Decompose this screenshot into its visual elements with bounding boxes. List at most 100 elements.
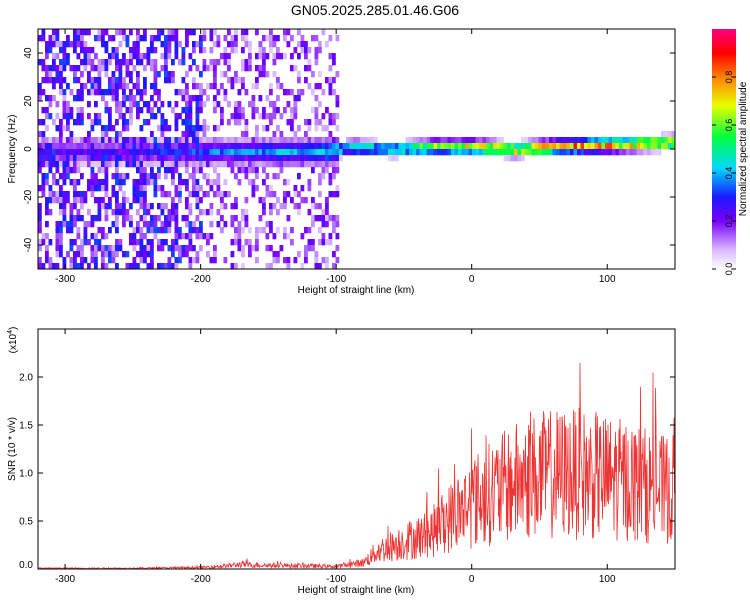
spectrogram-cell xyxy=(45,197,49,204)
spectrogram-cell xyxy=(48,101,53,108)
spectrogram-cell xyxy=(181,251,186,258)
spectrogram-cell xyxy=(234,149,238,156)
spectrogram-cell xyxy=(258,161,263,168)
spectrogram-cell xyxy=(405,149,410,156)
spectrogram-cell xyxy=(234,161,238,168)
spectrogram-cell xyxy=(587,137,592,144)
spectrogram-cell xyxy=(192,137,196,144)
spectrogram-cell xyxy=(87,263,91,269)
spectrogram-cell xyxy=(62,113,67,120)
spectrogram-cell xyxy=(136,59,140,66)
spectrogram-cell xyxy=(332,227,336,234)
spectrogram-cell xyxy=(111,95,116,102)
spectrogram-cell xyxy=(132,41,137,48)
spectrogram-cell xyxy=(283,29,287,36)
spectrogram-cell xyxy=(143,137,147,144)
spectrogram-cell xyxy=(405,137,410,144)
spectrogram-cell xyxy=(195,227,200,234)
spectrogram-cell xyxy=(633,143,637,150)
spectrogram-cell xyxy=(454,137,459,144)
spectrogram-cell xyxy=(272,107,277,114)
spectrogram-cell xyxy=(115,179,119,186)
spectrogram-cell xyxy=(153,227,158,234)
spectrogram-cell xyxy=(164,71,168,78)
spectrogram-cell xyxy=(325,77,329,84)
spectrogram-cell xyxy=(307,227,312,234)
spectrogram-cell xyxy=(83,191,88,198)
spectrogram-cell xyxy=(178,89,182,96)
spectrogram-cell xyxy=(255,173,259,180)
spectrogram-cell xyxy=(143,257,147,264)
spectrogram-cell xyxy=(83,59,88,66)
spectrogram-cell xyxy=(192,59,196,66)
spectrogram-cell xyxy=(164,215,168,222)
spectrogram-cell xyxy=(237,227,242,234)
spectrogram-cell xyxy=(479,143,483,150)
spectrogram-cell xyxy=(104,65,109,72)
spectrogram-cell xyxy=(83,47,88,54)
spectrogram-cell xyxy=(598,137,602,144)
spectrogram-cell xyxy=(286,179,291,186)
spectrogram-cell xyxy=(73,257,77,264)
spectrogram-cell xyxy=(97,89,102,96)
spectrogram-cell xyxy=(139,191,144,198)
spectrogram-cell xyxy=(73,149,77,156)
spectrogram-cell xyxy=(160,119,165,126)
spectrogram-cell xyxy=(104,179,109,186)
spectrogram-cell xyxy=(269,101,273,108)
spectrogram-cell xyxy=(48,35,53,42)
spectrogram-cell xyxy=(41,179,46,186)
spectrogram-cell xyxy=(76,29,81,36)
spectrogram-cell xyxy=(132,233,137,240)
spectrogram-cell xyxy=(94,155,98,162)
spectrogram-cell xyxy=(437,149,441,156)
spectrogram-cell xyxy=(146,203,151,210)
spectrogram-cell xyxy=(171,179,175,186)
spectrogram-cell xyxy=(307,161,312,168)
spectrogram-cell xyxy=(216,41,221,48)
spectrogram-cell xyxy=(167,53,172,60)
spectrogram-cell xyxy=(265,161,270,168)
spectrogram-cell xyxy=(580,149,585,156)
spectrogram-cell xyxy=(335,221,340,228)
spectrogram-cell xyxy=(171,29,175,36)
spectrogram-cell xyxy=(143,53,147,60)
spectrogram-cell xyxy=(181,137,186,144)
spectrogram-cell xyxy=(206,95,210,102)
spectrogram-cell xyxy=(283,143,287,150)
spectrogram-cell xyxy=(220,137,224,144)
spectrogram-cell xyxy=(55,245,60,252)
spectrogram-cell xyxy=(209,185,214,192)
spectrogram-cell xyxy=(293,149,298,156)
spectrogram-cell xyxy=(174,41,179,48)
spectrogram-cell xyxy=(209,65,214,72)
spectrogram-cell xyxy=(283,257,287,264)
spectrogram-cell xyxy=(52,95,56,102)
spectrogram-cell xyxy=(143,65,147,72)
spectrogram-cell xyxy=(496,149,501,156)
spectrogram-cell xyxy=(143,209,147,216)
spectrogram-cell xyxy=(304,119,308,126)
spectrogram-cell xyxy=(325,257,329,264)
spectrogram-cell xyxy=(59,245,63,252)
spectrogram-cell xyxy=(157,137,161,144)
spectrogram-cell xyxy=(209,137,214,144)
spectrogram-cell xyxy=(87,221,91,228)
spectrogram-cell xyxy=(447,149,452,156)
spectrogram-cell xyxy=(199,227,203,234)
spectrogram-cell xyxy=(314,203,319,210)
spectrogram-cell xyxy=(538,149,543,156)
spectrogram-cell xyxy=(199,137,203,144)
spectrogram-cell xyxy=(325,239,329,246)
spectrogram-cell xyxy=(654,137,658,144)
spectrogram-cell xyxy=(97,239,102,246)
spectrogram-cell xyxy=(262,59,266,66)
spectrogram-cell xyxy=(178,173,182,180)
spectrogram-cell xyxy=(213,149,217,156)
spectrogram-cell xyxy=(615,143,620,150)
spectrogram-cell xyxy=(262,107,266,114)
spectrogram-cell xyxy=(181,47,186,54)
spectrogram-cell xyxy=(66,167,70,174)
y-tick-label: -40 xyxy=(23,237,34,252)
spectrogram-cell xyxy=(115,209,119,216)
